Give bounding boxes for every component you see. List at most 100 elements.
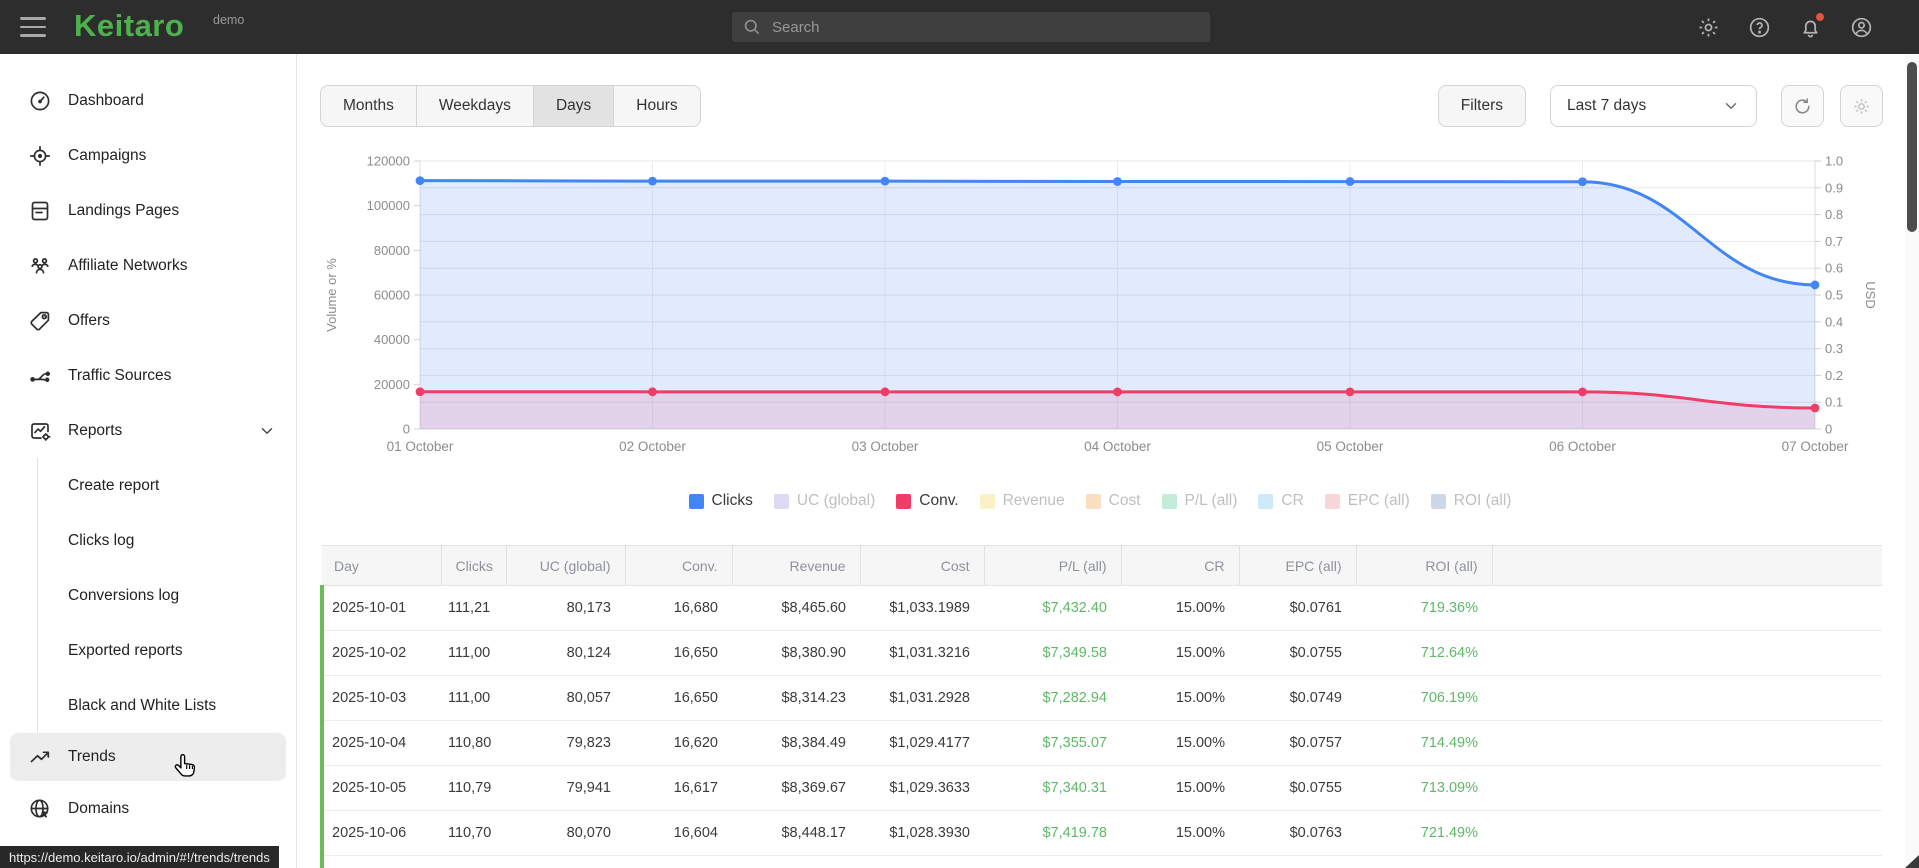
sidebar-item-label: Clicks log: [68, 531, 135, 549]
app-logo: Keitaro: [74, 8, 185, 43]
cell-p-l-all-: $7,355.07: [984, 720, 1121, 766]
cell-spacer: [1492, 720, 1882, 766]
notifications-bell-icon[interactable]: [1799, 12, 1824, 39]
cell-roi-all-: 721.49%: [1356, 810, 1492, 856]
trends-icon: [28, 745, 52, 769]
cell-spacer: [1492, 855, 1882, 868]
sidebar-item-create-report[interactable]: Create report: [0, 458, 296, 513]
tab-weekdays[interactable]: Weekdays: [415, 86, 533, 126]
filters-button[interactable]: Filters: [1437, 85, 1526, 127]
cell-spacer: [1492, 765, 1882, 811]
granularity-tabs: Months Weekdays Days Hours: [320, 85, 701, 127]
cell-cost: $527.3092: [860, 855, 984, 868]
sidebar-item-affiliate-networks[interactable]: Affiliate Networks: [0, 238, 296, 293]
column-header-clicks: Clicks: [441, 545, 507, 586]
cell-cost: $1,029.4177: [860, 720, 984, 766]
submenu-indent-line: [37, 458, 38, 733]
legend-item-p-l-all-[interactable]: P/L (all): [1161, 492, 1237, 510]
scrollbar-thumb[interactable]: [1907, 62, 1917, 232]
svg-text:USD: USD: [1863, 281, 1878, 308]
legend-item-roi-all-[interactable]: ROI (all): [1430, 492, 1511, 510]
legend-swatch: [979, 493, 995, 509]
cell-p-l-all-: $533.03: [984, 855, 1121, 868]
legend-label: EPC (all): [1347, 492, 1410, 509]
cell-p-l-all-: $7,432.40: [984, 585, 1121, 631]
cell-uc-global-: 80,124: [506, 630, 625, 676]
column-header-cost: Cost: [860, 545, 985, 586]
svg-text:0.4: 0.4: [1825, 314, 1843, 329]
cell-cr: 15.00%: [1121, 765, 1239, 811]
column-header-day: Day: [322, 545, 442, 586]
cell-uc-global-: 80,057: [506, 675, 625, 721]
cell-revenue: $8,314.23: [732, 675, 860, 721]
svg-text:60000: 60000: [374, 288, 410, 303]
global-search[interactable]: [732, 12, 1210, 42]
legend-item-cr[interactable]: CR: [1258, 492, 1304, 510]
help-icon[interactable]: [1748, 16, 1771, 39]
legend-item-cost[interactable]: Cost: [1085, 492, 1141, 510]
cell-conv-: 16,680: [625, 585, 732, 631]
table-row: 2025-10-06 110,70 80,070 16,604 $8,448.17 $1,…: [320, 810, 1882, 856]
cell-spacer: [1492, 675, 1882, 721]
chart-settings-button[interactable]: [1840, 85, 1883, 127]
settings-icon[interactable]: [1697, 16, 1720, 39]
sidebar-item-landings-pages[interactable]: Landings Pages: [0, 183, 296, 238]
toolbar: Months Weekdays Days Hours Filters Last 7 d…: [320, 85, 1883, 127]
table-row: 2025-10-05 110,79 79,941 16,617 $8,369.67 $1,…: [320, 765, 1882, 811]
sidebar-item-campaigns[interactable]: Campaigns: [0, 128, 296, 183]
legend-item-epc-all-[interactable]: EPC (all): [1324, 492, 1410, 510]
cell-conv-: 16,650: [625, 675, 732, 721]
sidebar-item-reports[interactable]: Reports: [0, 403, 296, 458]
sidebar-item-conversions-log[interactable]: Conversions log: [0, 568, 296, 623]
vertical-scrollbar[interactable]: [1905, 54, 1919, 868]
sidebar-item-black-and-white-lists[interactable]: Black and White Lists: [0, 678, 296, 733]
cell-epc-all-: $0.0755: [1239, 630, 1356, 676]
account-icon[interactable]: [1850, 16, 1873, 39]
sidebar-item-trends[interactable]: Trends: [10, 733, 286, 781]
svg-text:20000: 20000: [374, 377, 410, 392]
svg-text:0.8: 0.8: [1825, 207, 1843, 222]
cell-clicks: 111,00: [441, 675, 506, 721]
sidebar-item-label: Affiliate Networks: [68, 256, 188, 274]
cell-clicks: 11,43: [441, 855, 506, 868]
cell-p-l-all-: $7,349.58: [984, 630, 1121, 676]
legend-item-uc-global-[interactable]: UC (global): [773, 492, 875, 510]
cell-p-l-all-: $7,282.94: [984, 675, 1121, 721]
cell-revenue: $8,380.90: [732, 630, 860, 676]
column-header-conv-: Conv.: [625, 545, 733, 586]
cell-uc-global-: 80,173: [506, 585, 625, 631]
sidebar-item-exported-reports[interactable]: Exported reports: [0, 623, 296, 678]
search-input[interactable]: [772, 18, 1200, 36]
sidebar-item-clicks-log[interactable]: Clicks log: [0, 513, 296, 568]
sidebar-item-domains[interactable]: Domains: [0, 781, 296, 836]
table-header-row: Day Clicks UC (global) Conv. Revenue Cost P/L …: [322, 545, 1882, 586]
cell-epc-all-: $0.0755: [1239, 765, 1356, 811]
sidebar-item-dashboard[interactable]: Dashboard: [0, 73, 296, 128]
legend-item-clicks[interactable]: Clicks: [688, 492, 753, 510]
offers-icon: s: [28, 309, 52, 333]
notification-badge: [1816, 12, 1824, 21]
sidebar-item-label: Exported reports: [68, 641, 183, 659]
sidebar-item-traffic-sources[interactable]: Traffic Sources: [0, 348, 296, 403]
tab-days[interactable]: Days: [532, 86, 614, 126]
cell-roi-all-: 101.09%: [1356, 855, 1492, 868]
cell-epc-all-: $0.0743: [1239, 855, 1356, 868]
legend-swatch: [1324, 493, 1340, 509]
landings-icon: [28, 199, 52, 223]
tab-months[interactable]: Months: [343, 97, 394, 114]
refresh-button[interactable]: [1781, 85, 1824, 127]
legend-label: Clicks: [711, 492, 753, 509]
legend-item-revenue[interactable]: Revenue: [979, 492, 1065, 510]
legend-swatch: [1430, 493, 1446, 509]
sidebar-item-label: Create report: [68, 476, 160, 494]
date-range-select[interactable]: Last 7 days: [1550, 85, 1757, 127]
legend-item-conv-[interactable]: Conv.: [896, 492, 959, 510]
sidebar-item-offers[interactable]: s Offers: [0, 293, 296, 348]
cell-roi-all-: 706.19%: [1356, 675, 1492, 721]
tab-hours[interactable]: Hours: [613, 86, 699, 126]
cell-epc-all-: $0.0763: [1239, 810, 1356, 856]
menu-toggle-icon[interactable]: [20, 15, 46, 39]
table-row: 2025-10-04 110,80 79,823 16,620 $8,384.49 $1,…: [320, 720, 1882, 766]
legend-label: CR: [1281, 492, 1304, 509]
cell-roi-all-: 719.36%: [1356, 585, 1492, 631]
